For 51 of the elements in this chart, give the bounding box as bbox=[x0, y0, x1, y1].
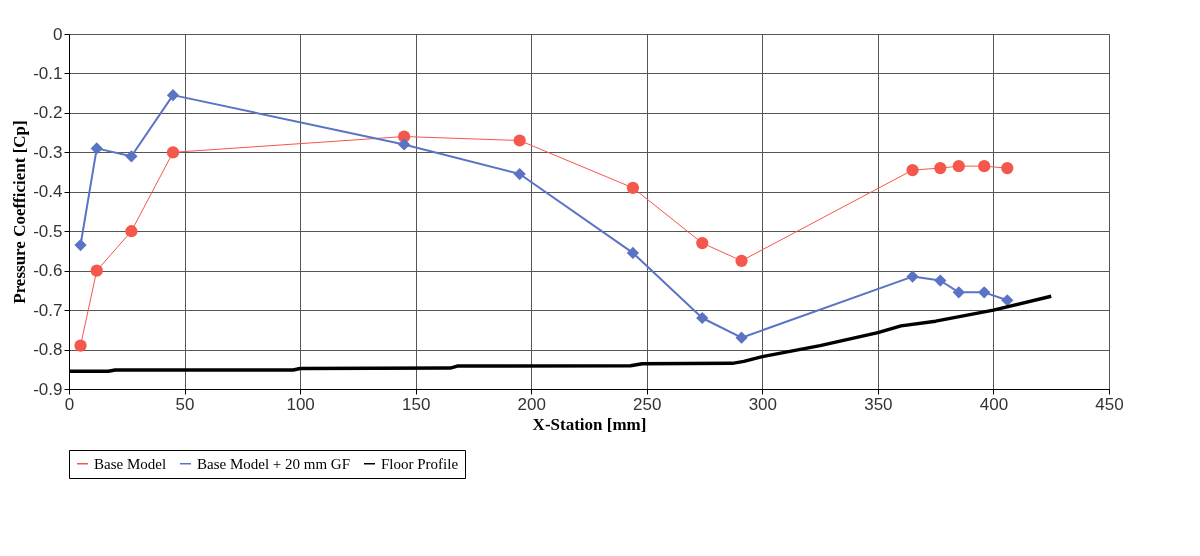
x-tick-label: 350 bbox=[864, 394, 893, 414]
y-axis-title: Pressure Coefficient [Cp] bbox=[10, 120, 30, 304]
y-tick-label: -0.6 bbox=[33, 261, 63, 281]
x-tick-label: 400 bbox=[979, 394, 1009, 414]
x-tick-label: 250 bbox=[633, 394, 662, 414]
legend-label: Base Model bbox=[94, 455, 167, 472]
point bbox=[1001, 294, 1014, 307]
point bbox=[696, 236, 709, 250]
point bbox=[978, 160, 991, 173]
point bbox=[125, 225, 138, 238]
point bbox=[626, 181, 640, 194]
point bbox=[513, 167, 526, 181]
y-tick-label: -0.7 bbox=[33, 300, 63, 320]
y-tick-label: -0.9 bbox=[33, 379, 63, 399]
point bbox=[696, 311, 709, 325]
legend-label: Base Model + 20 mm GF bbox=[197, 455, 351, 472]
x-tick-label: 300 bbox=[748, 394, 778, 414]
point bbox=[978, 286, 991, 299]
point bbox=[90, 264, 103, 277]
point bbox=[74, 238, 87, 252]
y-tick-label: -0.5 bbox=[33, 221, 63, 241]
point bbox=[125, 150, 138, 163]
point bbox=[934, 274, 947, 287]
x-axis-title: X-Station [mm] bbox=[532, 414, 647, 434]
point bbox=[1001, 162, 1014, 175]
point bbox=[90, 142, 103, 155]
y-tick-label: -0.8 bbox=[33, 340, 63, 360]
y-tick-label: -0.3 bbox=[33, 142, 63, 162]
x-tick-label: 200 bbox=[517, 394, 546, 414]
point bbox=[166, 89, 180, 102]
point bbox=[934, 162, 947, 175]
point bbox=[906, 163, 919, 177]
x-tick-label: 100 bbox=[286, 394, 315, 414]
point bbox=[735, 254, 748, 267]
point bbox=[397, 138, 411, 151]
point bbox=[513, 134, 526, 147]
point bbox=[906, 270, 919, 283]
point bbox=[74, 339, 87, 352]
point bbox=[735, 331, 748, 344]
y-tick-label: -0.1 bbox=[33, 63, 63, 83]
y-tick-label: 0 bbox=[53, 24, 63, 44]
point bbox=[166, 146, 180, 159]
y-tick-label: -0.2 bbox=[33, 103, 63, 123]
point bbox=[952, 286, 965, 299]
x-tick-label: 50 bbox=[175, 394, 195, 414]
x-tick-label: 150 bbox=[401, 394, 431, 414]
legend-label: Floor Profile bbox=[381, 455, 459, 472]
x-tick-label: 450 bbox=[1095, 394, 1124, 414]
point bbox=[626, 246, 640, 260]
point bbox=[952, 160, 965, 173]
y-tick-label: -0.4 bbox=[33, 182, 63, 202]
